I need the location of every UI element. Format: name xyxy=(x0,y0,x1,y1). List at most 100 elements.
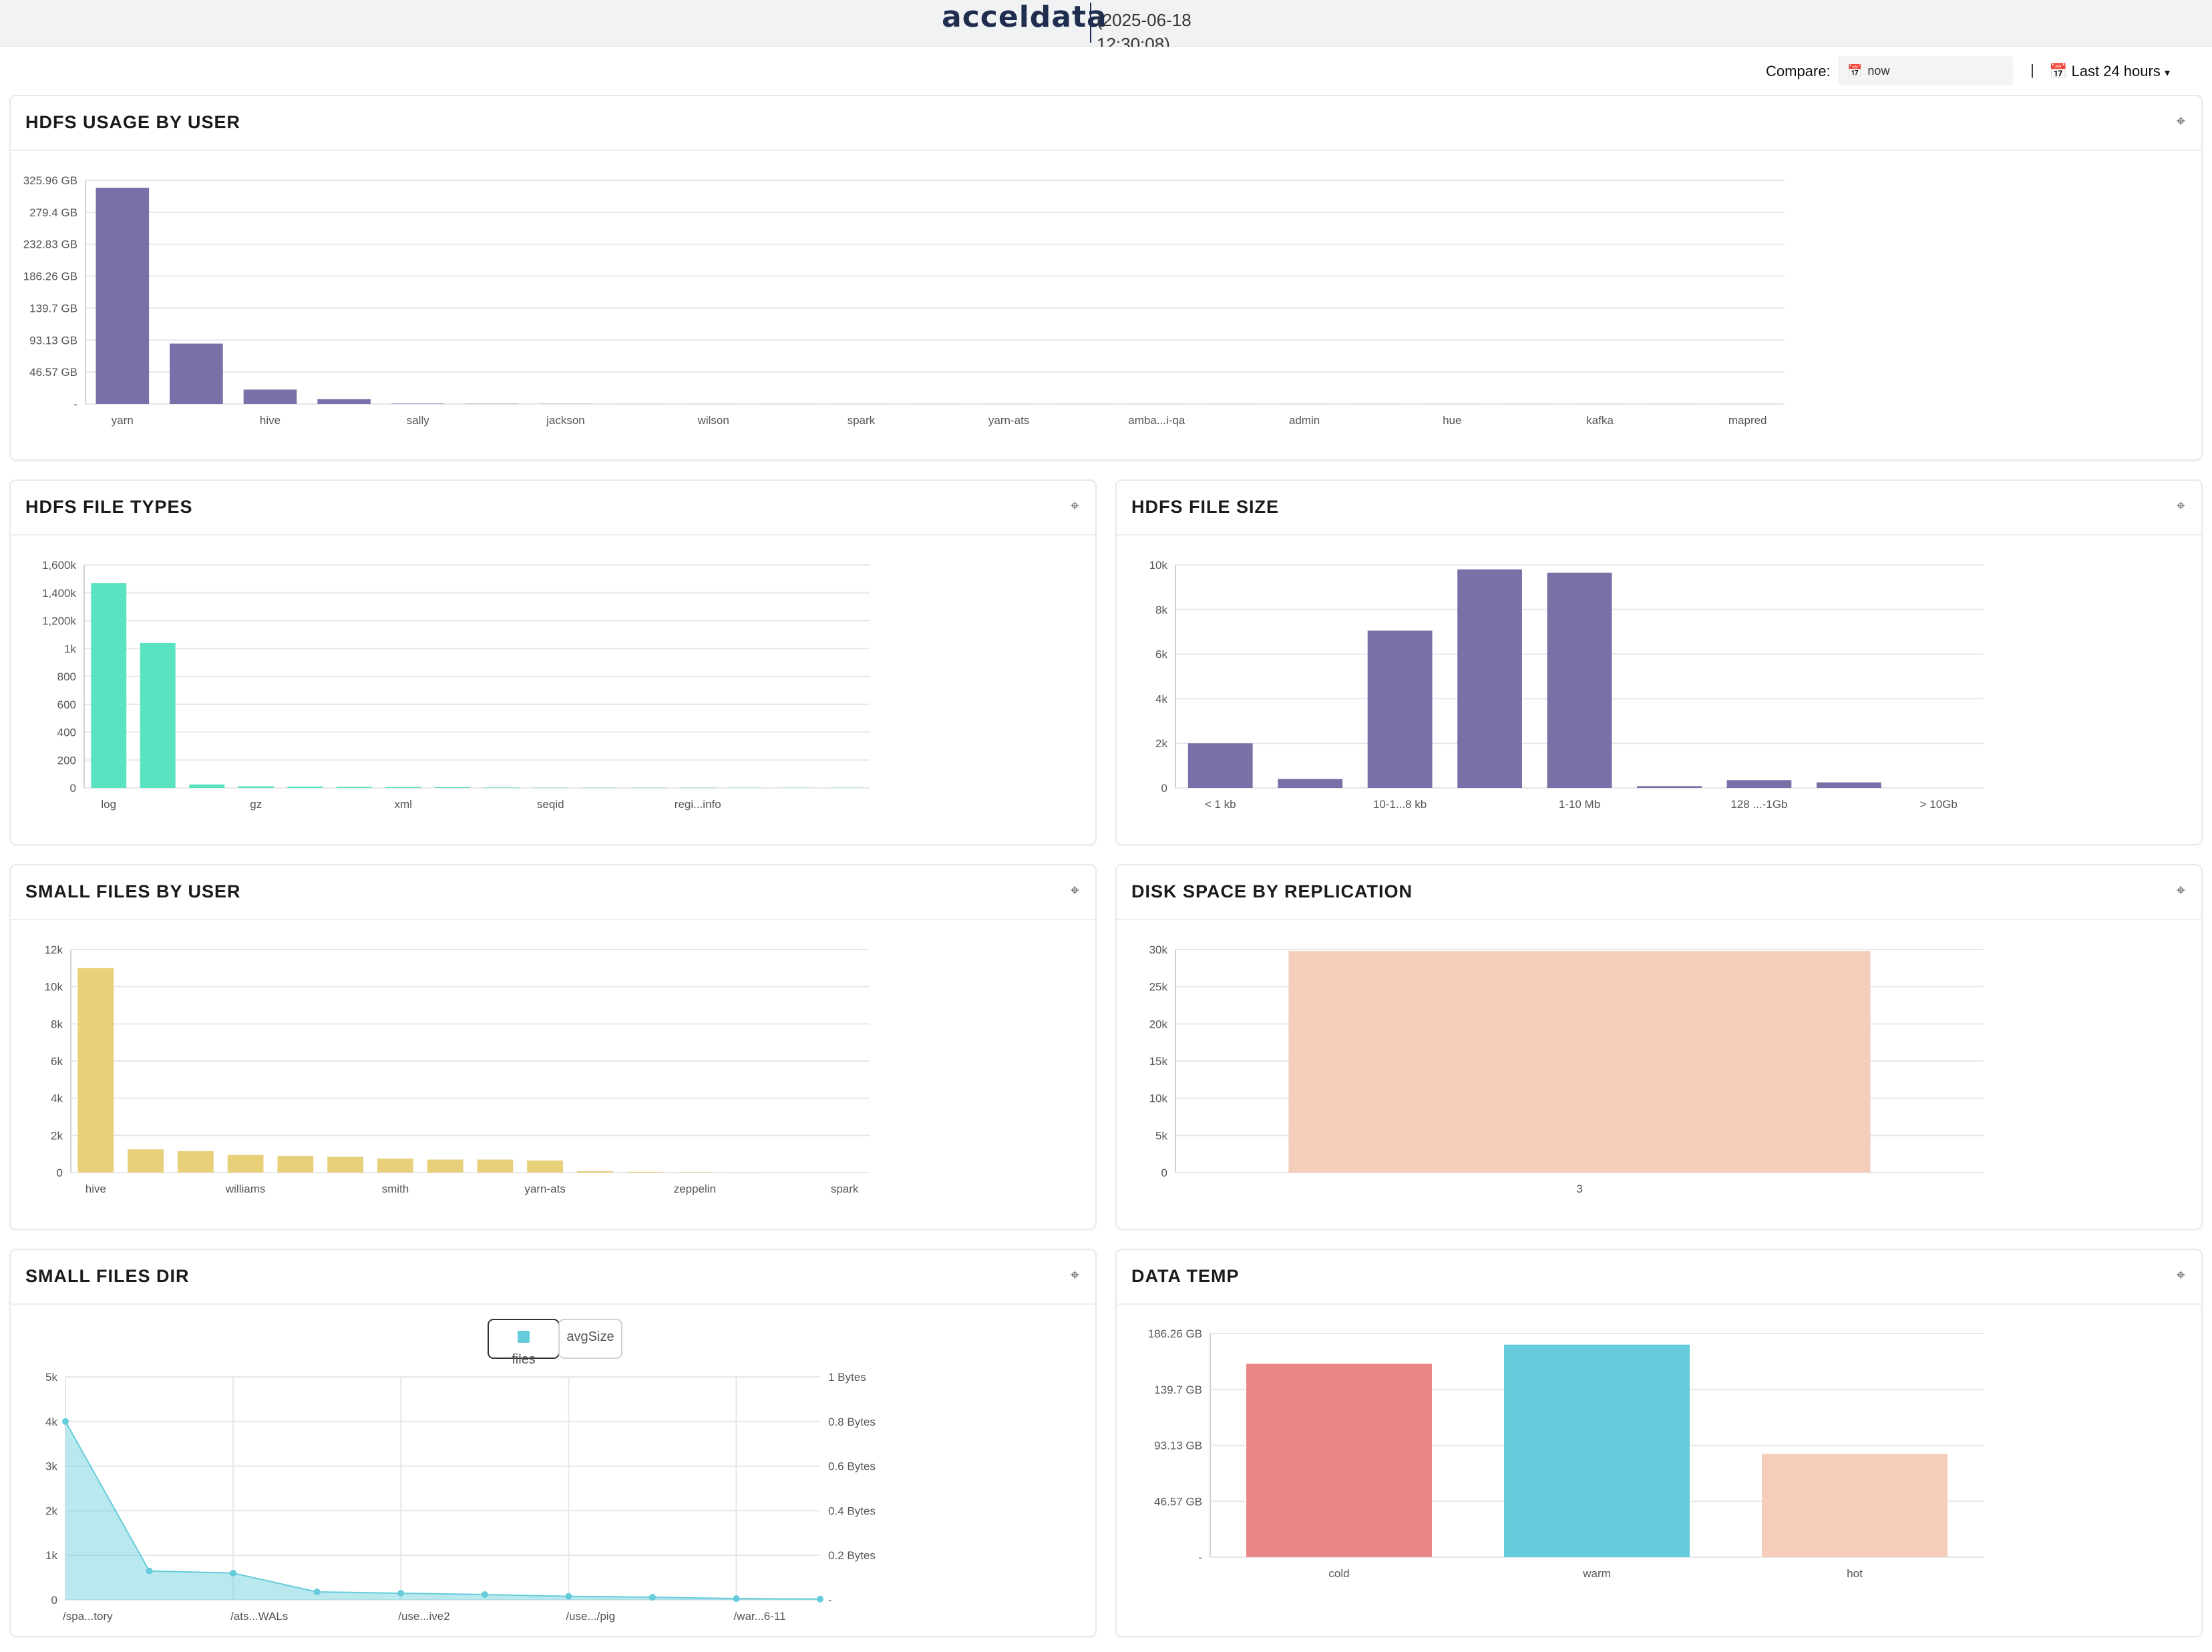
small-files-user-chart: 0 2k 4k 6k 8k 10k 12k hive williams smith yarn-ats… xyxy=(45,944,870,1195)
y-right-tick-label: 1 Bytes xyxy=(828,1371,866,1384)
x-tick-label: > 10Gb xyxy=(1920,798,1958,811)
panel-header: SMALL FILES DIR ⌖ xyxy=(11,1250,1095,1305)
bar xyxy=(576,1171,613,1173)
x-tick-label: hive xyxy=(85,1183,106,1195)
bar xyxy=(527,1160,564,1173)
bar xyxy=(140,642,176,788)
y-tick-label: 10k xyxy=(1149,559,1168,572)
y-tick-label: 600 xyxy=(57,698,76,711)
bar xyxy=(1504,1344,1690,1557)
collapse-icon[interactable]: ⌖ xyxy=(2176,881,2185,899)
y-tick-label: 800 xyxy=(57,670,76,683)
panel-title: SMALL FILES DIR xyxy=(25,1266,190,1286)
data-point xyxy=(733,1595,740,1602)
x-tick-label: /ats...WALs xyxy=(230,1610,288,1623)
x-tick-label: smith xyxy=(382,1183,409,1195)
x-tick-label: cold xyxy=(1328,1567,1349,1580)
snapshot-timestamp: (2025-06-18 12:30:08) xyxy=(1097,8,1230,47)
y-tick-label: 4k xyxy=(51,1092,63,1105)
bar xyxy=(1288,951,1871,1173)
file-types-chart: 0 200 400 600 800 1k 1,200k 1,400k 1,600k log gz xm… xyxy=(42,559,870,811)
y-tick-label: 6k xyxy=(1155,648,1167,661)
x-tick-label: /spa...tory xyxy=(63,1610,113,1623)
bar xyxy=(385,787,421,788)
logo-divider xyxy=(1090,3,1091,43)
panel-header: DATA TEMP ⌖ xyxy=(1117,1250,2201,1305)
compare-date-input[interactable]: 📅 now xyxy=(1838,56,2013,85)
x-tick-label: jackson xyxy=(546,414,585,427)
x-tick-label: mapred xyxy=(1728,414,1767,427)
bar xyxy=(1816,782,1881,788)
collapse-icon[interactable]: ⌖ xyxy=(2176,1266,2185,1284)
y-tick-label: 10k xyxy=(45,981,63,994)
y-tick-label: 2k xyxy=(1155,737,1167,750)
time-range-label: Last 24 hours xyxy=(2071,63,2161,79)
compare-label: Compare: xyxy=(1766,63,1831,79)
x-tick-label: zeppelin xyxy=(674,1183,716,1195)
panel-header: HDFS FILE SIZE ⌖ xyxy=(1117,481,2201,536)
collapse-icon[interactable]: ⌖ xyxy=(2176,497,2185,515)
panel-hdfs-file-size: HDFS FILE SIZE ⌖ 0 2k 4k 6k 8k 10k < 1 kb 10-1.… xyxy=(1115,479,2203,845)
bar xyxy=(626,1171,663,1173)
x-tick-label: < 1 kb xyxy=(1205,798,1236,811)
y-tick-label: - xyxy=(1198,1551,1202,1564)
bar xyxy=(434,787,470,788)
hdfs-usage-chart: - 46.57 GB 93.13 GB 139.7 GB 186.26 GB 232.83… xyxy=(23,174,1785,427)
x-tick-label: 3 xyxy=(1576,1183,1582,1195)
y-tick-label: 8k xyxy=(1155,604,1167,616)
data-point xyxy=(397,1589,405,1597)
bar xyxy=(91,583,127,788)
y-tick-label: 4k xyxy=(1155,692,1167,705)
x-tick-label: hue xyxy=(1443,414,1461,427)
collapse-icon[interactable]: ⌖ xyxy=(1070,497,1079,515)
bar xyxy=(277,1155,314,1173)
panel-data-temp: DATA TEMP ⌖ - 46.57 GB 93.13 GB 139.7 GB 186… xyxy=(1115,1249,2203,1637)
y-tick-label: 93.13 GB xyxy=(1154,1440,1202,1452)
acceldata-logo[interactable]: acceldata xyxy=(942,0,1107,34)
compare-separator: | xyxy=(2030,61,2034,78)
panel-title: HDFS USAGE BY USER xyxy=(25,112,241,132)
y-tick-label: 1,400k xyxy=(42,587,77,600)
y-tick-label: 1,600k xyxy=(42,559,77,572)
y-tick-label: 0 xyxy=(51,1594,57,1607)
y-tick-label: 2k xyxy=(45,1504,57,1517)
panel-title: SMALL FILES BY USER xyxy=(25,881,241,901)
panel-hdfs-file-types: HDFS FILE TYPES ⌖ 0 200 400 600 800 1k 1,200k 1… xyxy=(9,479,1097,845)
collapse-icon[interactable]: ⌖ xyxy=(1070,1266,1079,1284)
data-point xyxy=(565,1593,572,1600)
y-tick-label: 5k xyxy=(1155,1129,1167,1142)
bar xyxy=(243,389,297,404)
y-tick-label: 0 xyxy=(57,1167,63,1179)
calendar-icon: 📅 xyxy=(1847,64,1863,77)
y-tick-label: 186.26 GB xyxy=(1148,1327,1202,1340)
series-line xyxy=(65,1421,821,1600)
calendar-icon: 📅 xyxy=(2049,63,2068,79)
panel-title: HDFS FILE TYPES xyxy=(25,497,193,517)
bar xyxy=(77,968,114,1173)
collapse-icon[interactable]: ⌖ xyxy=(1070,881,1079,899)
y-tick-label: 5k xyxy=(45,1371,57,1384)
bar xyxy=(170,343,223,404)
y-tick-label: 139.7 GB xyxy=(29,302,77,315)
panel-header: HDFS FILE TYPES ⌖ xyxy=(11,481,1095,536)
panel-hdfs-usage-by-user: HDFS USAGE BY USER ⌖ - 46.57 GB 93.13 GB 13… xyxy=(9,95,2203,461)
top-bar: acceldata (2025-06-18 12:30:08) xyxy=(0,0,2212,47)
legend-avgsize-label: avgSize xyxy=(566,1329,614,1344)
x-tick-label: /war...6-11 xyxy=(733,1610,785,1623)
data-point xyxy=(313,1588,321,1595)
time-range-dropdown[interactable]: 📅 Last 24 hours ▾ xyxy=(2049,63,2170,80)
bar xyxy=(1762,1454,1948,1557)
bar xyxy=(96,188,150,404)
y-tick-label: 46.57 GB xyxy=(29,366,77,379)
x-tick-label: yarn-ats xyxy=(988,414,1029,427)
file-size-chart: 0 2k 4k 6k 8k 10k < 1 kb 10-1...8 kb 1-10 Mb 128 … xyxy=(1149,559,1984,811)
y-tick-label: 20k xyxy=(1149,1018,1168,1030)
y-tick-label: 186.26 GB xyxy=(23,270,77,283)
x-tick-label: yarn xyxy=(112,414,134,427)
legend-swatch xyxy=(518,1331,530,1343)
data-point xyxy=(230,1569,237,1577)
panel-small-files-dir: SMALL FILES DIR ⌖ 0 1k 2k 3k 4k 5k -0.2 Bytes 0… xyxy=(9,1249,1097,1637)
data-point xyxy=(649,1593,656,1601)
collapse-icon[interactable]: ⌖ xyxy=(2176,112,2185,130)
x-tick-label: spark xyxy=(831,1183,859,1195)
